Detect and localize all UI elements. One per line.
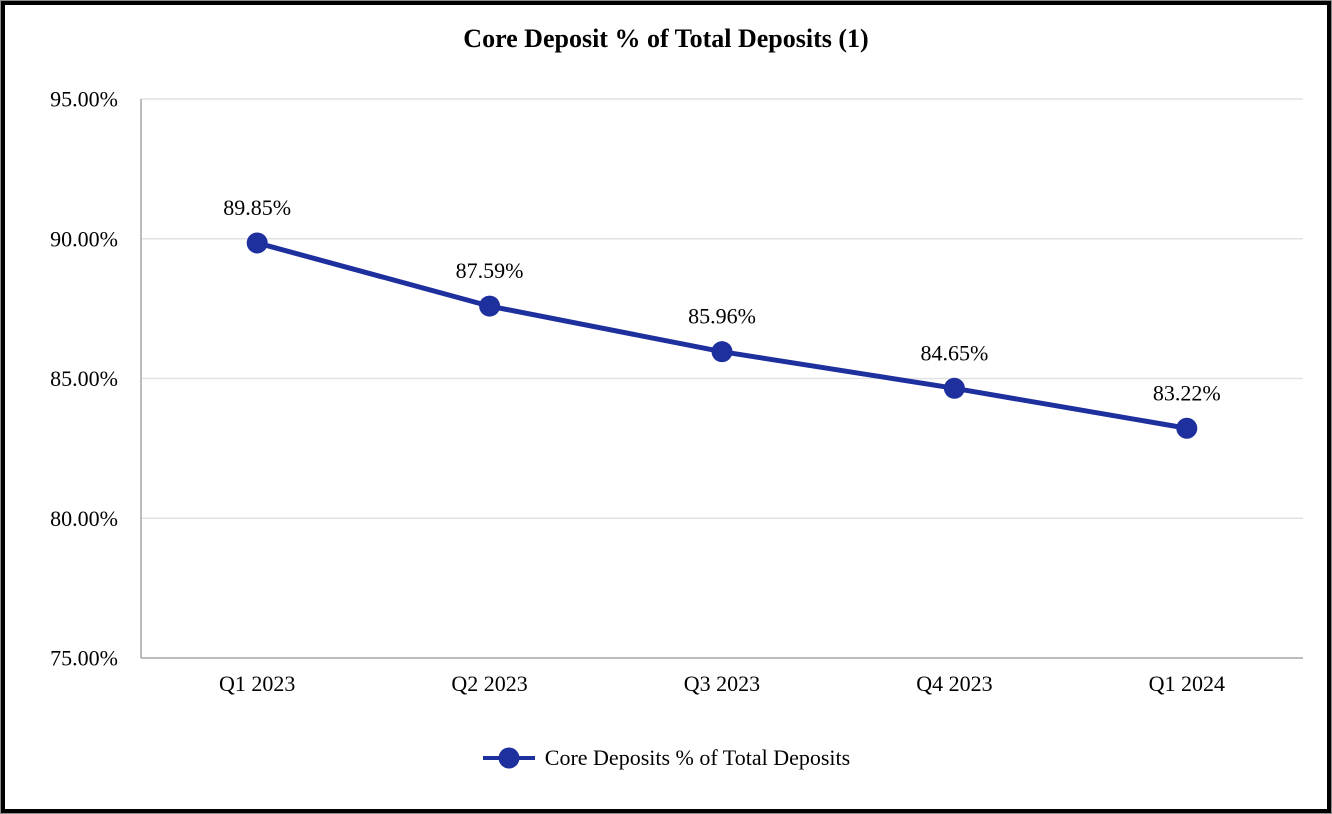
data-point-marker <box>246 232 268 254</box>
x-axis-tick-label: Q2 2023 <box>451 671 527 696</box>
chart-title: Core Deposit % of Total Deposits (1) <box>463 24 869 53</box>
data-point-label: 87.59% <box>456 258 524 283</box>
data-point-label: 85.96% <box>688 304 756 329</box>
y-axis-tick-label: 80.00% <box>50 506 118 531</box>
data-point-label: 83.22% <box>1153 380 1221 405</box>
series-line <box>254 240 1190 431</box>
chart-legend: Core Deposits % of Total Deposits <box>0 744 1332 772</box>
y-axis-tick-label: 95.00% <box>50 87 118 112</box>
x-axis-tick-label: Q3 2023 <box>684 671 760 696</box>
x-axis-tick-label: Q4 2023 <box>916 671 992 696</box>
data-point-marker <box>1176 417 1198 439</box>
y-axis-tick-label: 85.00% <box>50 366 118 391</box>
data-point-marker <box>711 341 733 363</box>
data-point-marker <box>943 377 965 399</box>
y-axis-tick-label: 75.00% <box>50 646 118 671</box>
data-point-marker <box>479 295 501 317</box>
x-axis-tick-label: Q1 2024 <box>1149 671 1225 696</box>
x-axis-tick-label: Q1 2023 <box>219 671 295 696</box>
data-point-label: 89.85% <box>223 195 291 220</box>
legend-line-circle-marker-icon <box>482 747 535 769</box>
data-point-label: 84.65% <box>920 340 988 365</box>
legend-series-label: Core Deposits % of Total Deposits <box>544 745 851 770</box>
y-axis-tick-label: 90.00% <box>50 226 118 251</box>
